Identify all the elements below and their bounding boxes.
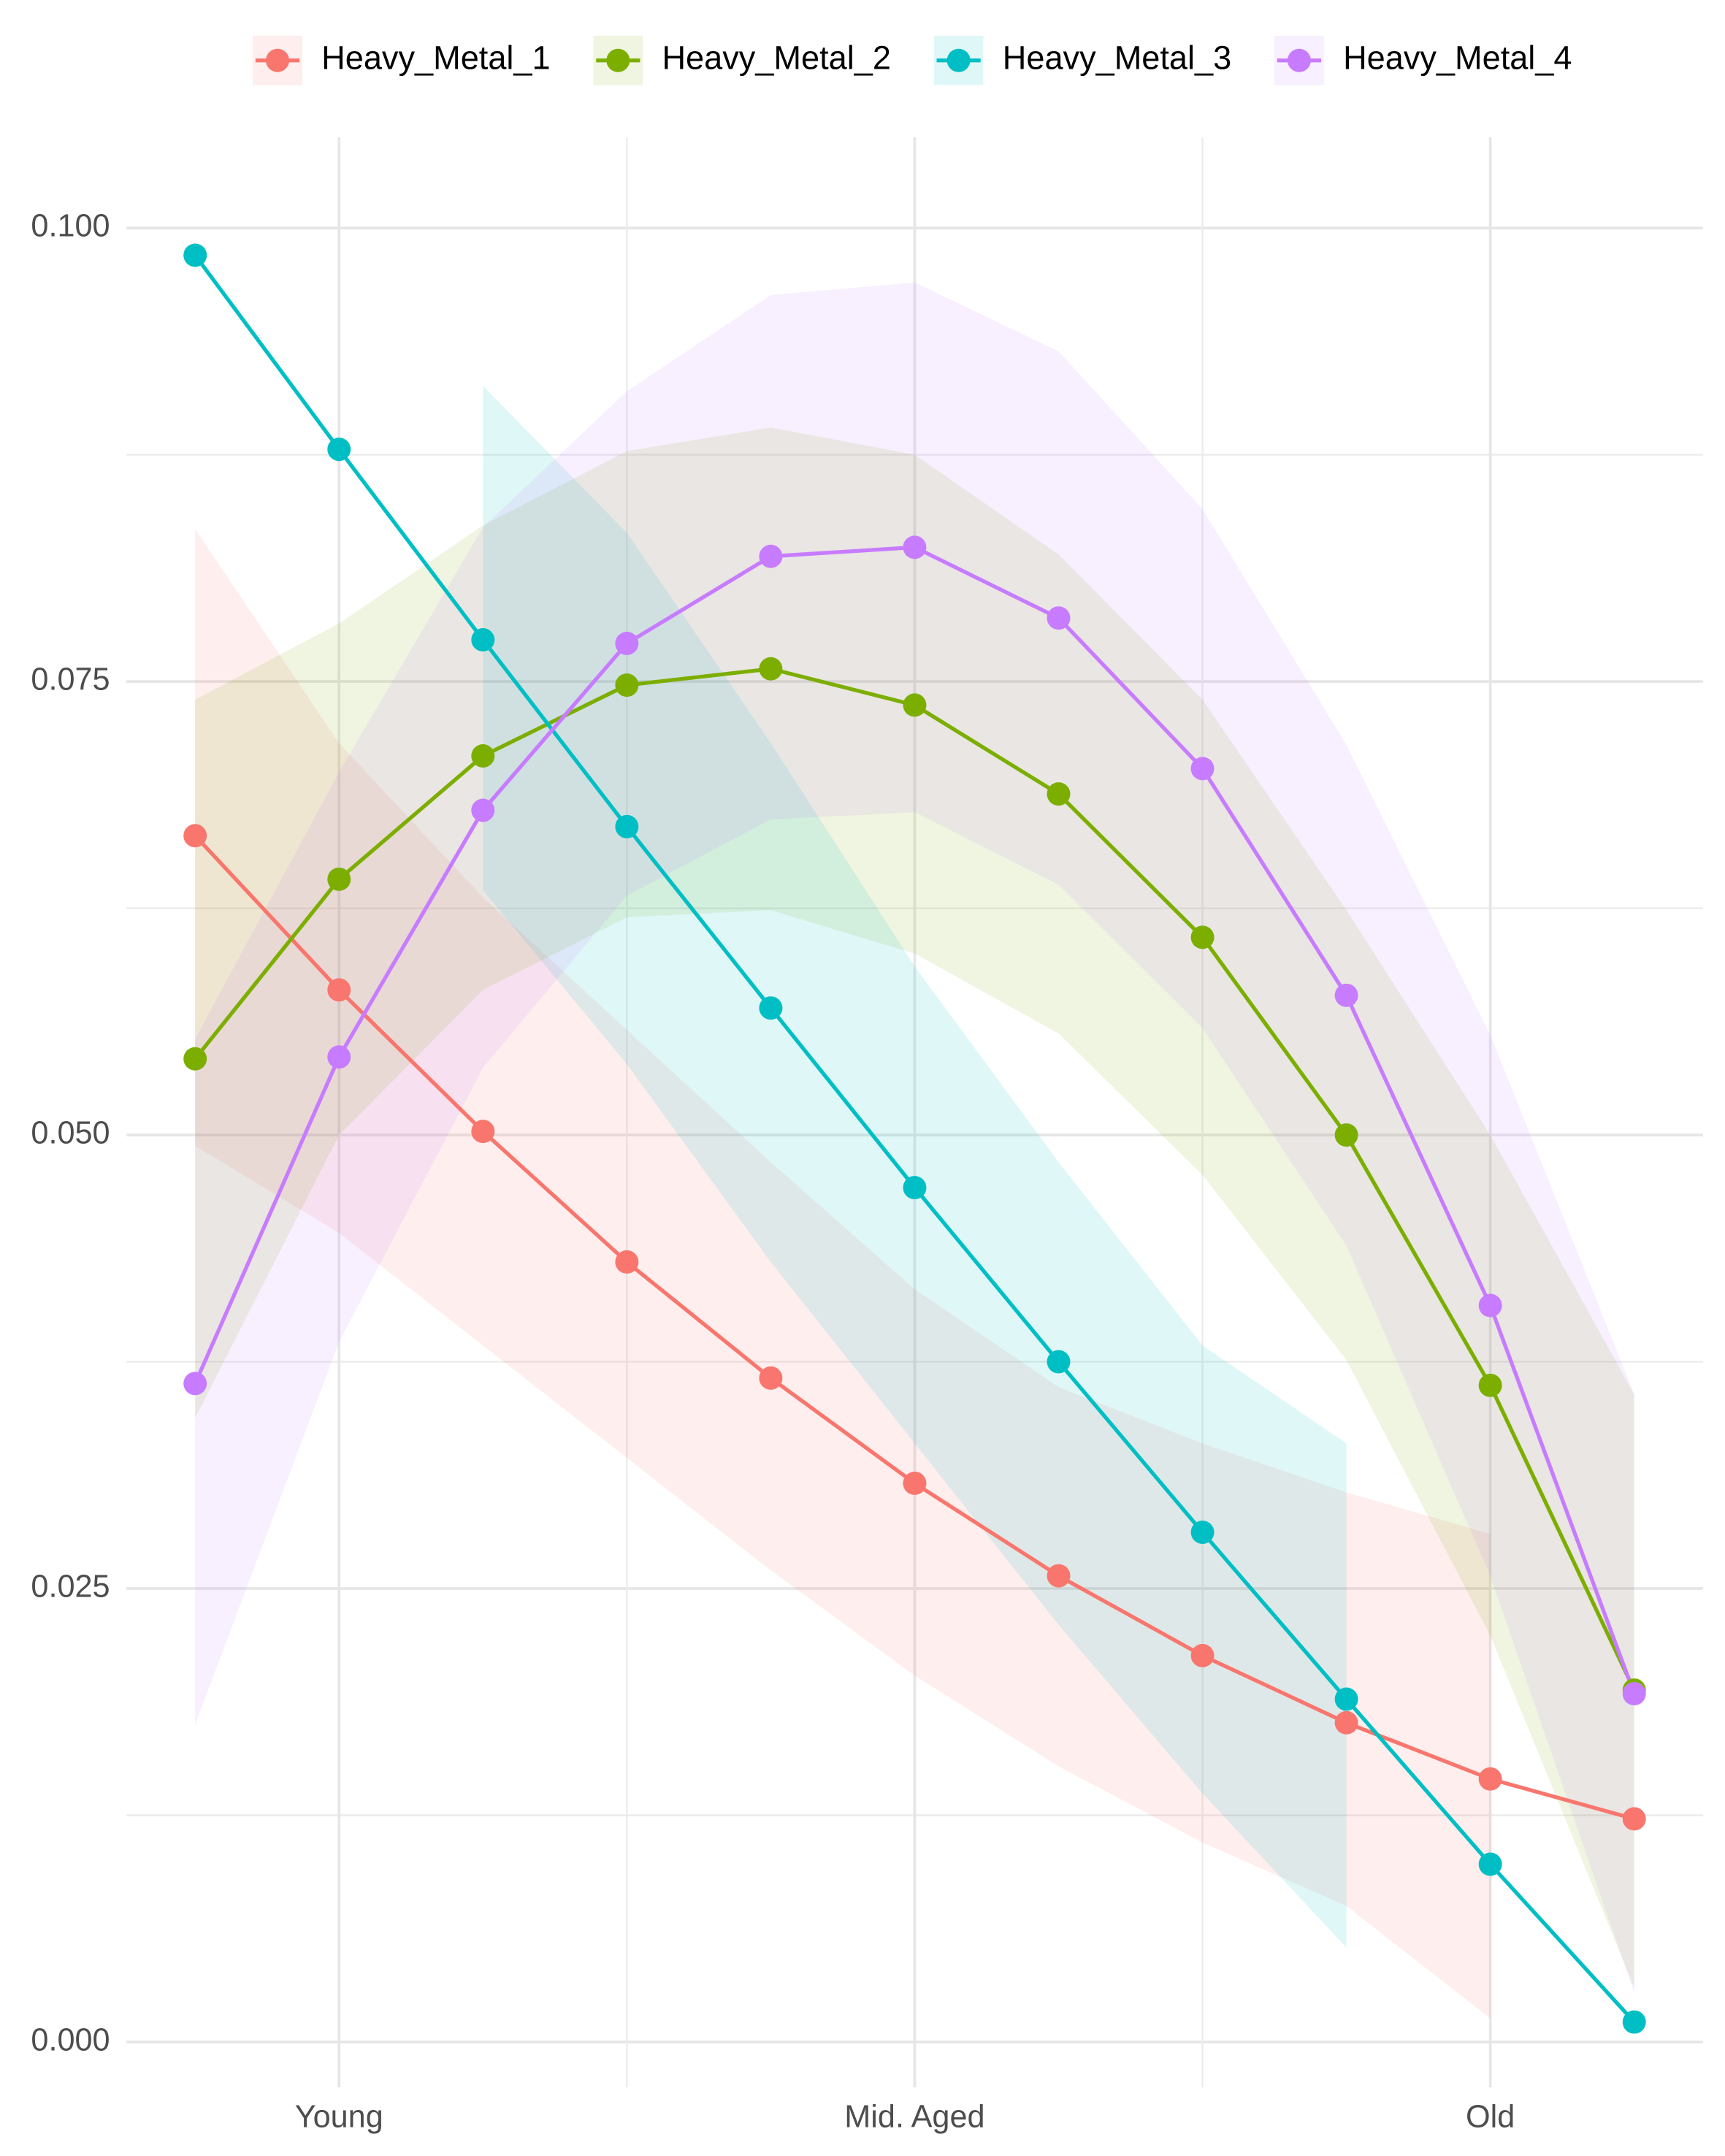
- point: [1190, 925, 1215, 949]
- y-tick-label: 0.025: [31, 1569, 110, 1604]
- confidence-band: [483, 386, 1347, 1948]
- point: [903, 693, 927, 717]
- legend-item: Heavy_Metal_4: [1274, 35, 1572, 85]
- legend-item: Heavy_Metal_1: [253, 35, 551, 85]
- x-tick-label: Old: [1466, 2100, 1515, 2135]
- point: [1047, 1564, 1071, 1588]
- point: [759, 1366, 783, 1390]
- point: [327, 978, 351, 1002]
- point: [1622, 1682, 1646, 1706]
- y-tick-label: 0.075: [31, 662, 110, 697]
- point: [903, 1471, 927, 1495]
- point: [471, 743, 495, 768]
- point: [327, 867, 351, 891]
- point: [471, 798, 495, 822]
- point: [183, 1372, 207, 1396]
- point: [1478, 1767, 1502, 1791]
- point: [903, 1176, 927, 1200]
- point: [615, 1250, 639, 1274]
- legend-item: Heavy_Metal_3: [933, 35, 1231, 85]
- point: [1190, 1643, 1215, 1667]
- point: [615, 814, 639, 838]
- point: [1334, 1123, 1358, 1147]
- legend-label: Heavy_Metal_2: [662, 39, 890, 77]
- point: [183, 1047, 207, 1071]
- point: [327, 1045, 351, 1069]
- confidence-band: [195, 427, 1634, 1988]
- y-tick-label: 0.050: [31, 1115, 110, 1150]
- point: [1047, 606, 1071, 630]
- confidence-band: [195, 529, 1491, 2019]
- point: [1622, 2010, 1646, 2034]
- point: [1190, 1520, 1215, 1544]
- point: [903, 535, 927, 559]
- legend-label: Heavy_Metal_3: [1003, 39, 1231, 77]
- legend-key-point: [946, 48, 971, 72]
- point: [759, 996, 783, 1020]
- x-tick-label: Young: [295, 2100, 383, 2135]
- point: [1478, 1293, 1502, 1318]
- y-tick-label: 0.100: [31, 209, 110, 244]
- point: [1190, 757, 1215, 781]
- confidence-band: [195, 282, 1634, 1993]
- legend-key-point: [1287, 48, 1311, 72]
- legend-item: Heavy_Metal_2: [593, 35, 891, 85]
- y-tick-label: 0.000: [31, 2022, 110, 2057]
- point: [615, 673, 639, 697]
- point: [1478, 1852, 1502, 1876]
- point: [759, 657, 783, 681]
- point: [1047, 782, 1071, 806]
- point: [1047, 1350, 1071, 1374]
- point: [183, 243, 207, 267]
- point: [1478, 1373, 1502, 1397]
- point: [183, 824, 207, 848]
- x-tick-label: Mid. Aged: [844, 2100, 984, 2135]
- legend-label: Heavy_Metal_4: [1343, 39, 1572, 77]
- point: [327, 437, 351, 462]
- legend-key-point: [266, 48, 289, 72]
- point: [1334, 1710, 1358, 1735]
- point: [1334, 983, 1358, 1007]
- legend-label: Heavy_Metal_1: [321, 39, 550, 77]
- point: [1334, 1687, 1358, 1711]
- point: [471, 1120, 495, 1144]
- legend-key-point: [606, 48, 630, 72]
- point: [615, 631, 639, 655]
- point: [759, 544, 783, 568]
- point: [471, 628, 495, 651]
- point: [1622, 1807, 1646, 1831]
